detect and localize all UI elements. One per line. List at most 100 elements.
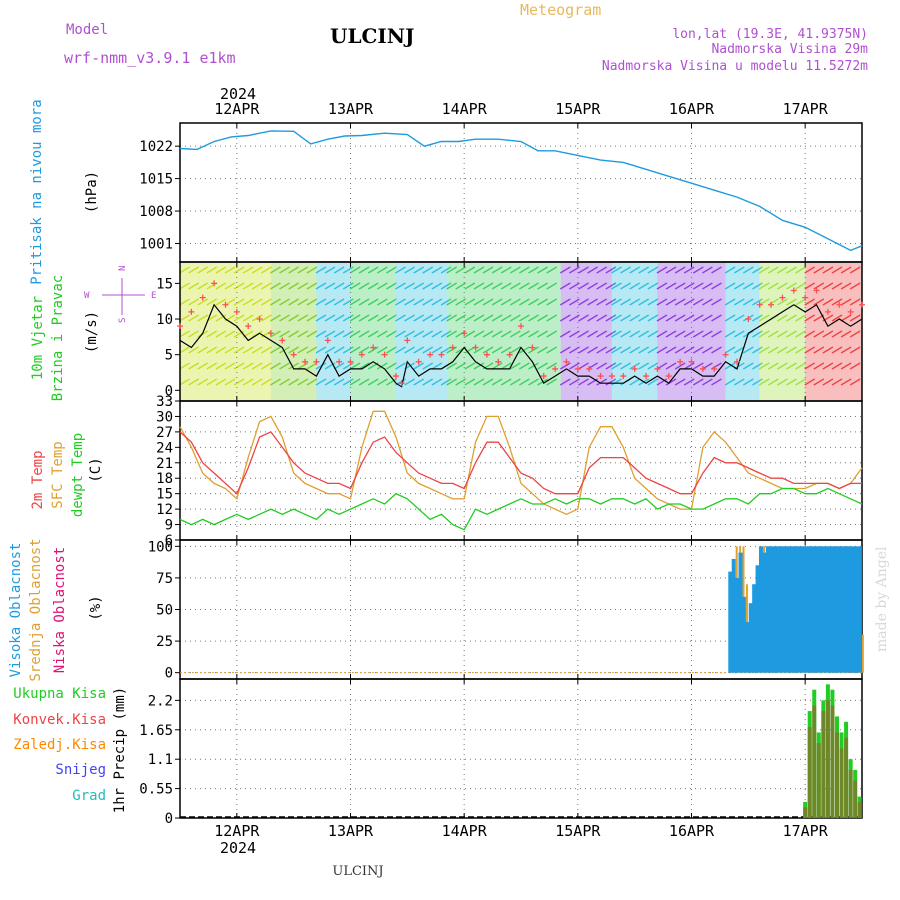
wind-barb	[297, 314, 309, 322]
wind-barb	[786, 298, 797, 306]
wind-barb	[500, 282, 512, 290]
wind-barb	[261, 266, 272, 274]
wind-barb	[395, 314, 406, 322]
wind-barb	[279, 314, 290, 322]
wind-gust-marker	[302, 358, 309, 365]
wind-barb	[242, 266, 254, 274]
pressure-line	[179, 130, 863, 252]
wind-barb	[333, 362, 345, 370]
wind-barb	[233, 314, 245, 322]
wind-barb	[786, 378, 797, 386]
high-cloud-bar	[758, 546, 763, 673]
wind-barb	[270, 314, 281, 322]
high-cloud-bar	[752, 584, 757, 673]
wind-barb	[546, 298, 558, 306]
wind-barb	[333, 330, 345, 338]
wind-barb	[288, 346, 300, 354]
wind-barb	[491, 362, 503, 370]
wind-barb	[546, 266, 558, 274]
wind-barb	[491, 346, 503, 354]
wind-barb	[795, 298, 806, 306]
wind-barb	[242, 314, 254, 322]
wind-barb	[733, 330, 745, 338]
wind-gust-marker	[677, 358, 684, 365]
high-cloud-bar	[806, 546, 811, 673]
wind-barb	[413, 346, 425, 354]
wind-barb	[500, 266, 512, 274]
wind-barb	[270, 362, 281, 370]
high-cloud-bar	[823, 546, 828, 673]
wind-barb	[605, 282, 617, 290]
high-cloud-bar	[820, 546, 825, 673]
wind-direction-band	[657, 263, 726, 400]
wind-barb	[611, 298, 622, 306]
high-cloud-bar	[735, 577, 740, 673]
wind-barb	[683, 266, 695, 274]
high-cloud-bar	[840, 546, 845, 673]
wind-barb	[324, 266, 336, 274]
wind-barb	[306, 314, 318, 322]
wind-barb	[752, 378, 763, 386]
temp-label-3: dewpt Temp	[70, 433, 86, 517]
compass-n: N	[118, 266, 128, 271]
wind-gust-marker	[688, 358, 695, 365]
wind-barb	[315, 362, 327, 370]
wind-barb	[197, 314, 209, 322]
wind-barb	[647, 298, 659, 306]
high-cloud-bar	[810, 546, 815, 673]
high-cloud-bar	[827, 546, 832, 673]
temp-2m-line	[179, 431, 862, 495]
wind-barb	[358, 330, 370, 338]
wind-barb	[692, 282, 704, 290]
wind-barb	[537, 282, 548, 290]
wind-barb	[215, 330, 227, 338]
wind-gust-marker	[279, 337, 286, 344]
wind-gust-marker	[529, 344, 536, 351]
wind-gust-marker	[245, 323, 252, 330]
cloud-label-3: Niska Oblacnost	[52, 547, 68, 673]
wind-barb	[795, 314, 806, 322]
wind-barb	[215, 282, 227, 290]
wind-barb	[197, 282, 209, 290]
wind-barb	[297, 282, 309, 290]
wind-barb	[611, 362, 622, 370]
wind-gust-marker	[552, 365, 559, 372]
wind-barb	[840, 362, 852, 370]
wind-barb	[404, 266, 415, 274]
high-cloud-bar	[851, 546, 856, 673]
wind-barb	[509, 266, 521, 274]
wind-barb	[270, 266, 281, 274]
wind-gust-marker	[358, 351, 365, 358]
wind-barb	[224, 330, 236, 338]
wind-barb	[777, 282, 788, 290]
wind-barb	[519, 314, 530, 322]
y-tick-label: 100	[148, 539, 173, 555]
wind-barb	[596, 314, 608, 322]
wind-barb	[455, 282, 467, 290]
wind-barb	[482, 330, 494, 338]
wind-barb	[849, 314, 861, 322]
wind-barb	[342, 330, 354, 338]
wind-barb	[482, 298, 494, 306]
wind-barb	[537, 314, 548, 322]
precip-unit: 1hr Precip (mm)	[112, 687, 128, 813]
wind-barb	[742, 346, 754, 354]
wind-barb	[242, 282, 254, 290]
wind-gust-marker	[347, 358, 354, 365]
wind-barb	[849, 362, 861, 370]
wind-barb	[733, 346, 745, 354]
wind-gust-marker	[449, 344, 456, 351]
wind-barb	[702, 314, 713, 322]
wind-barb	[482, 346, 494, 354]
wind-barb	[777, 362, 788, 370]
wind-barb	[733, 314, 745, 322]
wind-barb	[537, 330, 548, 338]
wind-barb	[777, 346, 788, 354]
wind-barb	[288, 362, 300, 370]
wind-barb	[315, 266, 327, 274]
wind-barb	[656, 314, 668, 322]
high-cloud-bar	[830, 546, 835, 673]
wind-barb	[491, 330, 503, 338]
wind-barb	[206, 330, 218, 338]
wind-barb	[711, 330, 722, 338]
